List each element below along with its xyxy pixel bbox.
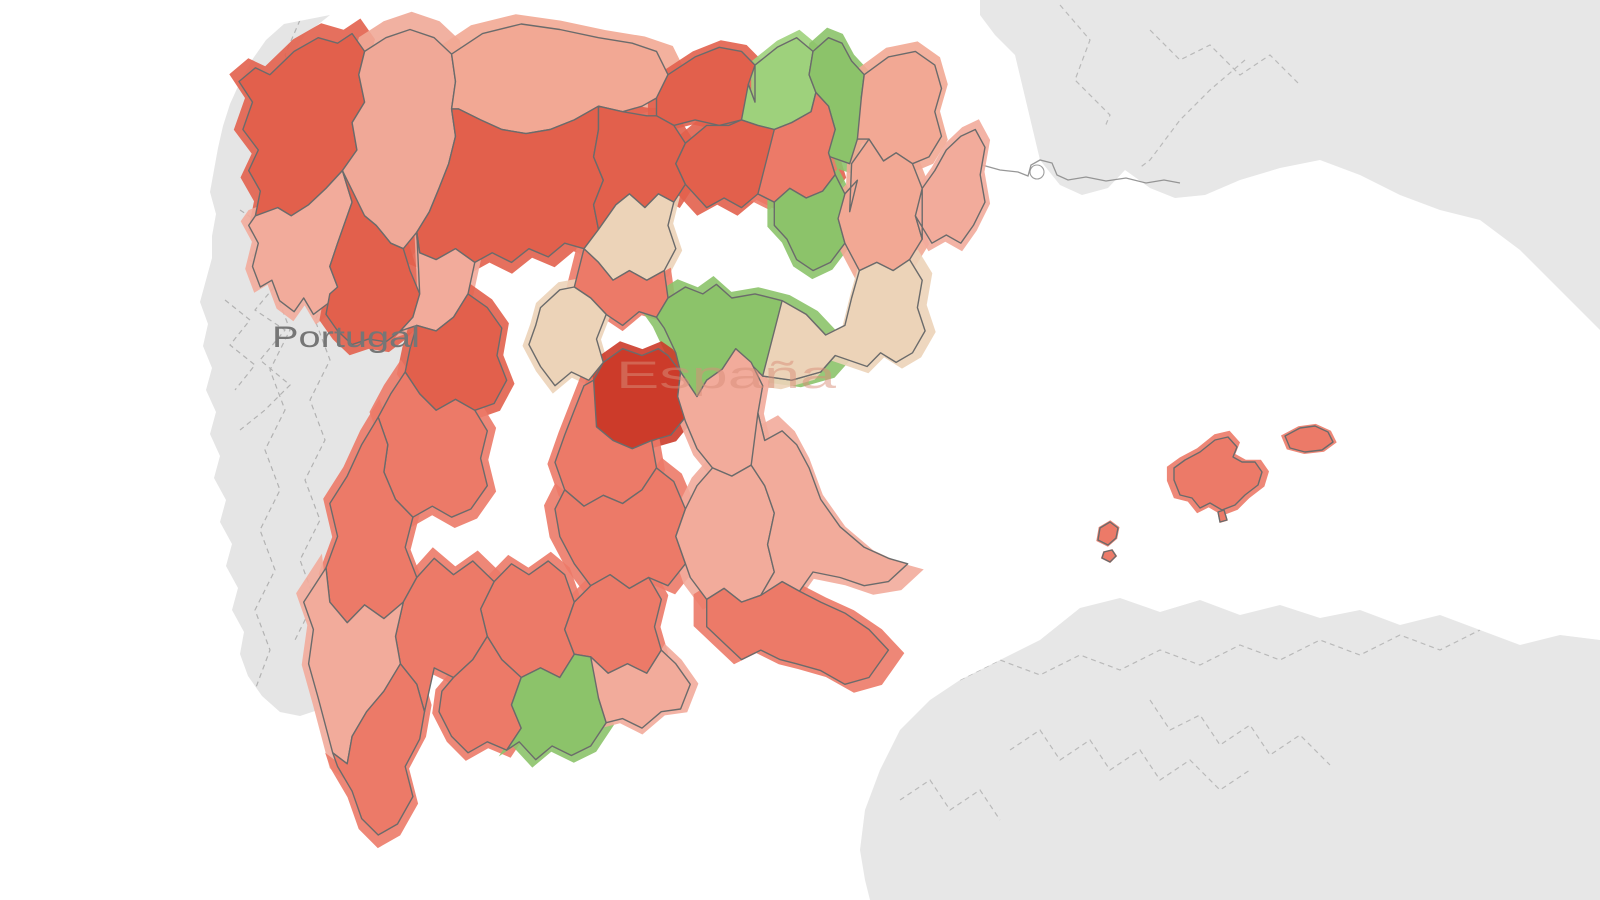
svg-text:Portugal: Portugal bbox=[272, 321, 420, 354]
svg-text:España: España bbox=[616, 355, 837, 397]
